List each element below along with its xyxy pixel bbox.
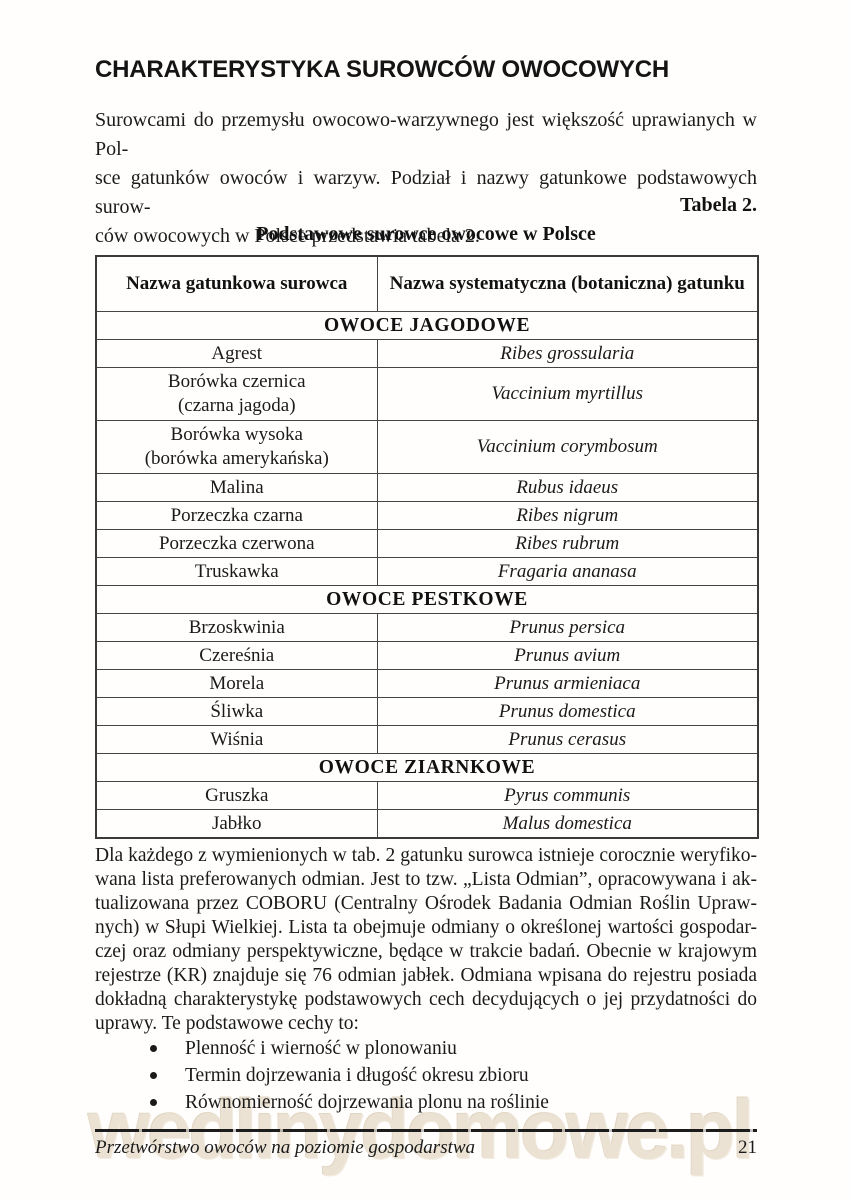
latin-name-cell: Rubus idaeus [376,473,759,502]
fruit-name-cell: Gruszka [95,781,378,810]
bullet-item: Równomierność dojrzewania plonu na rośli… [95,1090,757,1117]
text-line: nych) w Słupi Wielkiej. Lista ta obejmuj… [95,917,757,938]
body-paragraph: Dla każdego z wymienionych w tab. 2 gatu… [95,844,757,1036]
latin-name-cell: Vaccinium corymbosum [376,420,759,474]
latin-name-cell: Ribes rubrum [376,529,759,558]
table-row: Czereśnia Prunus avium [95,641,759,670]
text-line: wana lista preferowanych odmian. Jest to… [95,869,757,890]
text-line: sce gatunków owoców i warzyw. Podział i … [95,167,757,218]
footer-running-title: Przetwórstwo owoców na poziomie gospodar… [95,1137,476,1158]
fruit-name-cell: Morela [95,669,378,698]
table-row: Borówka czernica (czarna jagoda) Vaccinium… [95,367,759,421]
table-section-row: OWOCE ZIARNKOWE [95,753,759,782]
table-section-row: OWOCE JAGODOWE [95,311,759,340]
fruit-name-cell: Wiśnia [95,725,378,754]
table-row: Morela Prunus armieniaca [95,669,759,698]
fruit-table: Nazwa gatunkowa surowca Nazwa systematyc… [95,255,759,839]
latin-name-cell: Vaccinium myrtillus [376,367,759,421]
fruit-table-head: Nazwa gatunkowa surowca Nazwa systematyc… [95,255,759,312]
fruit-name-cell: Borówka wysoka (borówka amerykańska) [95,420,378,474]
text-line: uprawy. Te podstawowe cechy to: [95,1013,359,1034]
table-row: Jabłko Malus domestica [95,809,759,839]
bullet-list: Plenność i wierność w plonowaniu Termin d… [95,1036,757,1117]
latin-name-cell: Malus domestica [376,809,759,839]
bullet-item: Plenność i wierność w plonowaniu [95,1036,757,1063]
table-row: Borówka wysoka (borówka amerykańska) Vacci… [95,420,759,474]
table-row: Agrest Ribes grossularia [95,339,759,368]
text-line: tualizowana przez COBORU (Centralny Ośro… [95,893,757,914]
page-number: 21 [738,1137,757,1158]
bullet-item: Termin dojrzewania i długość okresu zbio… [95,1063,757,1090]
fruit-name-cell: Śliwka [95,697,378,726]
latin-name-cell: Prunus armieniaca [376,669,759,698]
table-row: Śliwka Prunus domestica [95,697,759,726]
latin-name-cell: Pyrus communis [376,781,759,810]
fruit-name-cell: Porzeczka czarna [95,501,378,530]
table-section-row: OWOCE PESTKOWE [95,585,759,614]
fruit-name-cell: Truskawka [95,557,378,586]
table-header-common-name: Nazwa gatunkowa surowca [95,255,378,312]
fruit-name-cell: Czereśnia [95,641,378,670]
latin-name-cell: Ribes nigrum [376,501,759,530]
latin-name-cell: Fragaria ananasa [376,557,759,586]
table-header-row: Nazwa gatunkowa surowca Nazwa systematyc… [95,255,759,312]
table-row: Malina Rubus idaeus [95,473,759,502]
latin-name-cell: Prunus persica [376,613,759,642]
table-row: Truskawka Fragaria ananasa [95,557,759,586]
text-line: Dla każdego z wymienionych w tab. 2 gatu… [95,845,757,866]
fruit-name-cell: Agrest [95,339,378,368]
latin-name-cell: Prunus avium [376,641,759,670]
table-row: Porzeczka czerwona Ribes rubrum [95,529,759,558]
text-line: rejestrze (KR) znajduje się 76 odmian ja… [95,965,757,986]
intro-paragraph: Surowcami do przemysłu owocowo-warzywneg… [95,106,757,251]
table-row: Gruszka Pyrus communis [95,781,759,810]
footer-rule [95,1129,757,1132]
table-caption: Podstawowe surowce owocowe w Polsce [256,223,596,245]
table-header-botanical-name: Nazwa systematyczna (botaniczna) gatunku [376,255,759,312]
fruit-name-cell: Borówka czernica (czarna jagoda) [95,367,378,421]
latin-name-cell: Prunus domestica [376,697,759,726]
latin-name-cell: Ribes grossularia [376,339,759,368]
footer: Przetwórstwo owoców na poziomie gospodar… [95,1137,757,1159]
table-row: Wiśnia Prunus cerasus [95,725,759,754]
text-line: ców owocowych w Polsce przedstawia tabel… [95,225,480,247]
fruit-name-cell: Porzeczka czerwona [95,529,378,558]
table-section-label: OWOCE ZIARNKOWE [95,753,759,782]
table-row: Brzoskwinia Prunus persica [95,613,759,642]
fruit-name-cell: Jabłko [95,809,378,839]
table-label: Tabela 2. [679,194,757,216]
text-line: Surowcami do przemysłu owocowo-warzywneg… [95,109,757,160]
fruit-name-cell: Malina [95,473,378,502]
fruit-table-body: OWOCE JAGODOWE Agrest Ribes grossularia Bor… [95,311,759,839]
table-row: Porzeczka czarna Ribes nigrum [95,501,759,530]
page-title: CHARAKTERYSTYKA SUROWCÓW OWOCOWYCH [95,56,670,83]
text-line: czej oraz odmiany perspektywiczne, będąc… [95,941,757,962]
latin-name-cell: Prunus cerasus [376,725,759,754]
table-section-label: OWOCE JAGODOWE [95,311,759,340]
table-section-label: OWOCE PESTKOWE [95,585,759,614]
text-line: dokładną charakterystykę podstawowych ce… [95,989,757,1010]
fruit-name-cell: Brzoskwinia [95,613,378,642]
